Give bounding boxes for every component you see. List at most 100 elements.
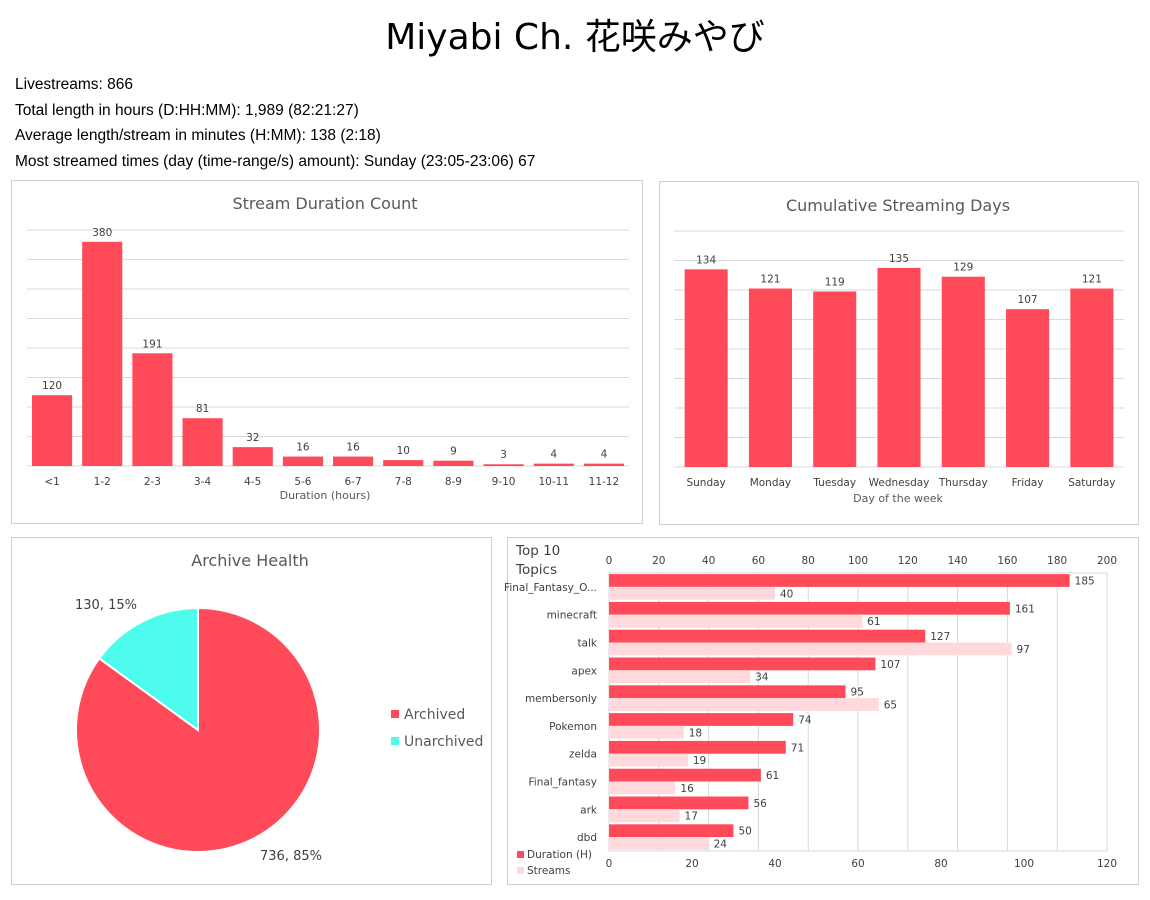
topics-top-tick-label: 0 xyxy=(606,555,613,567)
duration-bar xyxy=(583,463,624,466)
topics-streams-label: 97 xyxy=(1017,644,1030,656)
archive-health-panel: Archive Health 736, 85% 130, 15% Archive… xyxy=(11,537,492,885)
legend-label-duration: Duration (H) xyxy=(527,849,592,861)
duration-data-label: 4 xyxy=(601,449,608,461)
legend-label-archived: Archived xyxy=(404,707,465,723)
duration-bar xyxy=(383,460,424,466)
topics-bottom-tick-label: 20 xyxy=(685,858,698,870)
topics-streams-bar xyxy=(609,698,879,711)
duration-bar xyxy=(132,353,173,466)
duration-bar xyxy=(232,447,273,466)
duration-chart-title: Stream Duration Count xyxy=(232,194,417,213)
pie-slice-unarchived xyxy=(97,606,199,732)
topics-streams-label: 61 xyxy=(867,616,880,628)
days-tick-label: Wednesday xyxy=(869,477,930,489)
days-bar xyxy=(1006,309,1050,467)
topics-category-label: Pokemon xyxy=(549,721,597,733)
days-bar xyxy=(877,267,921,467)
topics-category-label: minecraft xyxy=(547,610,597,622)
topics-streams-bar xyxy=(609,809,680,823)
topics-top-tick-label: 180 xyxy=(1047,555,1067,567)
streaming-days-chart: Cumulative Streaming Days 134 121 119 135 12… xyxy=(674,196,1124,505)
summary-stats: Livestreams: 866 Total length in hours (… xyxy=(15,72,535,174)
top-topics-chart: Top 10 Topics 18540161611279710734956574… xyxy=(504,543,1117,877)
topics-streams-label: 19 xyxy=(693,755,706,767)
pie-label-unarchived: 130, 15% xyxy=(75,598,137,613)
days-bar xyxy=(941,276,985,467)
topics-streams-bar xyxy=(609,725,684,739)
duration-bar xyxy=(82,241,123,466)
topics-top-tick-label: 80 xyxy=(802,555,815,567)
days-tick-label: Saturday xyxy=(1068,477,1115,489)
topics-duration-bar xyxy=(609,657,876,671)
days-data-label: 121 xyxy=(1082,274,1102,286)
pie-legend: Archived Unarchived xyxy=(391,707,483,750)
duration-bar xyxy=(533,463,574,466)
legend-label-unarchived: Unarchived xyxy=(404,734,483,750)
duration-data-label: 120 xyxy=(42,380,62,392)
duration-bar xyxy=(32,395,73,466)
duration-data-label: 16 xyxy=(296,442,310,454)
duration-bar xyxy=(333,456,374,466)
topics-streams-bar xyxy=(609,642,1012,656)
topics-duration-label: 127 xyxy=(930,631,950,643)
duration-tick-label: 3-4 xyxy=(194,476,211,488)
topics-category-label: ark xyxy=(580,804,598,816)
topics-category-label: apex xyxy=(571,665,597,677)
duration-bar xyxy=(433,460,474,466)
duration-x-axis-label: Duration (hours) xyxy=(280,489,371,502)
topics-top-tick-label: 140 xyxy=(948,555,968,567)
topics-bottom-tick-label: 120 xyxy=(1097,858,1117,870)
topics-duration-label: 56 xyxy=(753,798,767,810)
topics-bottom-tick-label: 40 xyxy=(768,858,781,870)
days-data-label: 134 xyxy=(696,254,716,266)
topics-category-label: membersonly xyxy=(525,693,597,705)
topics-category-label: talk xyxy=(577,638,597,650)
days-chart-title: Cumulative Streaming Days xyxy=(786,196,1010,215)
duration-count-panel: Stream Duration Count 120 380 191 81 32 16 16 1… xyxy=(11,180,643,524)
topics-bottom-tick-label: 60 xyxy=(851,858,864,870)
topics-duration-bar xyxy=(609,574,1070,587)
duration-data-label: 4 xyxy=(550,449,557,461)
pie-label-archived: 736, 85% xyxy=(260,849,322,864)
topics-chart-title-line1: Top 10 xyxy=(515,543,560,559)
topics-bottom-tick-label: 0 xyxy=(606,858,613,870)
days-data-label: 107 xyxy=(1018,294,1038,306)
duration-data-label: 9 xyxy=(450,446,457,458)
topics-category-label: zelda xyxy=(569,749,597,761)
topics-streams-bar xyxy=(609,670,751,684)
topics-top-tick-label: 160 xyxy=(997,555,1017,567)
duration-count-chart: Stream Duration Count 120 380 191 81 32 16 16 1… xyxy=(27,194,629,502)
topics-top-tick-label: 100 xyxy=(848,555,868,567)
topics-streams-label: 16 xyxy=(680,783,694,795)
days-data-label: 135 xyxy=(889,253,909,265)
days-bar xyxy=(684,269,728,467)
days-x-axis-label: Day of the week xyxy=(853,492,943,505)
duration-tick-label: <1 xyxy=(44,476,59,488)
legend-swatch-streams xyxy=(517,867,524,874)
stat-most-streamed-times: Most streamed times (day (time-range/s) … xyxy=(15,152,536,170)
duration-data-label: 3 xyxy=(500,449,507,461)
legend-label-streams: Streams xyxy=(527,865,570,877)
topics-streams-label: 17 xyxy=(685,811,698,823)
streaming-days-panel: Cumulative Streaming Days 134 121 119 135 12… xyxy=(659,181,1139,525)
stat-average-length: Average length/stream in minutes (H:MM):… xyxy=(15,127,381,144)
topics-chart-title-line2: Topics xyxy=(515,562,557,578)
duration-tick-label: 9-10 xyxy=(492,476,516,488)
topics-streams-label: 18 xyxy=(689,727,702,739)
topics-top-tick-label: 20 xyxy=(652,555,665,567)
topics-duration-label: 50 xyxy=(739,826,752,838)
days-bar xyxy=(1070,288,1114,467)
duration-bar xyxy=(483,464,524,466)
topics-duration-label: 71 xyxy=(791,742,804,754)
topics-duration-bar xyxy=(609,824,734,838)
duration-tick-label: 11-12 xyxy=(589,476,620,488)
topics-bottom-tick-label: 80 xyxy=(934,858,947,870)
duration-data-label: 81 xyxy=(196,403,209,415)
topics-duration-label: 107 xyxy=(880,659,900,671)
topics-streams-label: 40 xyxy=(780,588,793,600)
top-topics-panel: Top 10 Topics 185 40 161 61 127 97 107 34 95 65 74… xyxy=(504,537,1139,885)
page-title: Miyabi Ch. 花咲みやび xyxy=(385,17,765,58)
archive-health-chart: Archive Health 736, 85% 130, 15% Archive… xyxy=(75,551,483,864)
legend-swatch-duration xyxy=(517,851,524,858)
